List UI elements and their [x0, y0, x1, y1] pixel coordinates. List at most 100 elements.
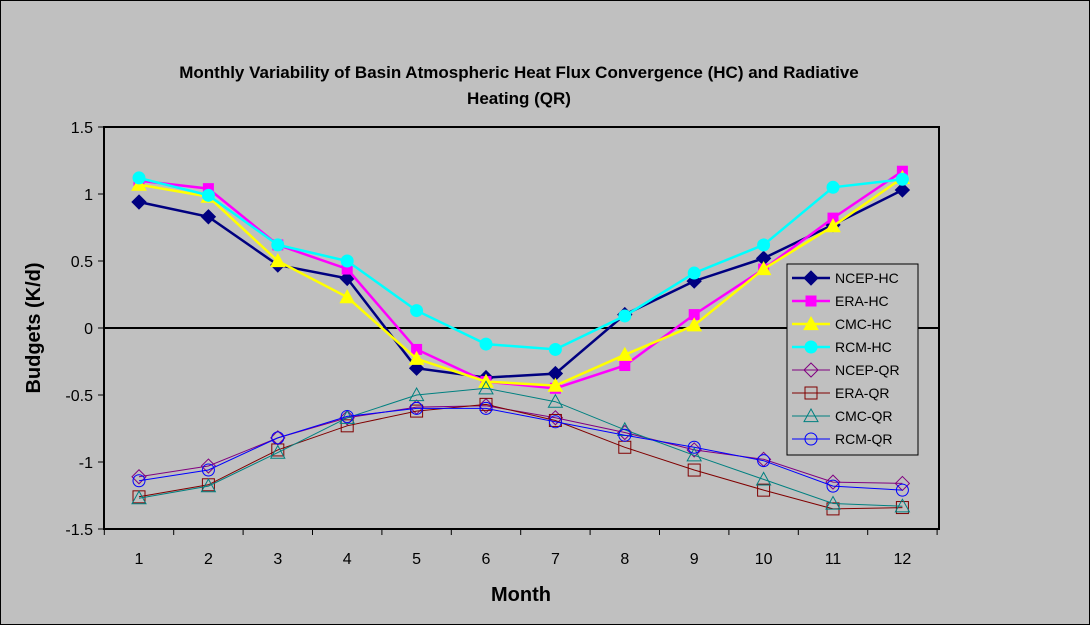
data-point [200, 458, 217, 474]
x-tick-label: 9 [690, 551, 699, 568]
legend-label: NCEP-QR [835, 362, 900, 378]
data-point [478, 398, 494, 414]
legend-label: CMC-HC [835, 316, 892, 332]
data-point [617, 424, 633, 441]
data-point [131, 490, 147, 505]
x-tick-label: 2 [204, 551, 213, 568]
data-point [757, 483, 771, 497]
x-tick-label: 11 [825, 551, 842, 568]
data-point [340, 254, 354, 268]
data-point [687, 440, 701, 454]
data-point [618, 428, 632, 442]
data-point [410, 304, 424, 318]
legend-item: NCEP-QR [792, 362, 900, 378]
data-point [895, 483, 909, 497]
y-axis-title: Budgets (K/d) [23, 262, 45, 393]
series-line [138, 176, 904, 387]
y-tick-label: -1.5 [65, 522, 93, 539]
series-line [138, 188, 903, 379]
x-tick-label: 8 [620, 551, 629, 568]
legend-item: ERA-QR [792, 385, 889, 401]
series-line [138, 403, 903, 510]
data-point [825, 474, 841, 490]
data-point [757, 238, 771, 252]
x-tick-label: 7 [551, 551, 560, 568]
legend-label: ERA-HC [835, 293, 889, 309]
legend-item: CMC-QR [792, 407, 893, 424]
x-tick-label: 12 [894, 551, 912, 568]
legend-swatch-marker [803, 315, 819, 331]
data-point [616, 346, 633, 361]
legend-item: RCM-QR [792, 431, 893, 447]
data-point [132, 171, 146, 185]
y-tick-label: 0 [84, 321, 93, 338]
data-point [757, 454, 771, 468]
data-point [894, 498, 911, 513]
data-point [548, 415, 562, 429]
data-point [547, 377, 564, 392]
y-tick-label: -1 [79, 455, 93, 472]
data-point [271, 431, 285, 445]
data-point [131, 469, 147, 485]
data-point [201, 463, 215, 477]
data-point [132, 474, 146, 488]
series-line [138, 387, 903, 507]
data-point [826, 180, 840, 194]
data-point [755, 261, 772, 276]
data-point [339, 289, 356, 304]
data-point [269, 252, 286, 268]
data-point [548, 342, 562, 356]
y-axis-ticks: 1.5 1 0.5 0 -0.5 -1 -1.5 [65, 120, 104, 539]
data-point [895, 501, 909, 515]
data-point [686, 442, 702, 458]
data-point [200, 209, 217, 225]
data-point [895, 172, 909, 186]
data-point [479, 337, 493, 351]
data-point [618, 309, 632, 323]
legend-swatch-marker [804, 432, 818, 446]
x-axis-ticks: 1 2 3 4 5 6 7 8 9 10 11 12 [103, 529, 938, 568]
chart-title-line-2: Heating (QR) [467, 89, 571, 108]
data-point [340, 419, 354, 433]
legend-swatch-marker [804, 340, 818, 354]
data-point [410, 404, 424, 418]
legend-label: RCM-HC [835, 339, 892, 355]
data-point [479, 397, 493, 411]
data-point [894, 475, 911, 492]
legend-box [786, 263, 919, 456]
data-point [686, 447, 703, 462]
legend-swatch-marker [803, 270, 819, 286]
y-tick-label: 1.5 [71, 120, 93, 137]
legend-label: NCEP-HC [835, 270, 899, 286]
legend-item: ERA-HC [792, 293, 889, 309]
data-point [271, 238, 285, 252]
data-point [408, 350, 425, 365]
y-tick-label: -0.5 [65, 388, 93, 405]
data-point [201, 188, 215, 202]
data-point [408, 386, 425, 402]
data-point [340, 409, 354, 423]
data-point [479, 401, 493, 415]
legend-item: NCEP-HC [792, 270, 899, 286]
x-axis-title: Month [491, 584, 551, 606]
data-point [687, 463, 701, 477]
legend-swatch-marker [803, 362, 819, 378]
legend: NCEP-HC ERA-HC CMC-HC RCM-HC NCEP-QR ERA-QR CM… [786, 263, 919, 456]
legend-item: CMC-HC [792, 315, 892, 332]
legend-label: CMC-QR [835, 408, 893, 424]
y-tick-label: 0.5 [71, 254, 93, 271]
x-tick-label: 1 [135, 551, 144, 568]
legend-label: ERA-QR [835, 385, 889, 401]
legend-item: RCM-HC [792, 339, 892, 355]
data-point [547, 393, 564, 408]
legend-swatch-marker [803, 407, 819, 423]
series-line [138, 407, 903, 491]
x-tick-label: 5 [412, 551, 421, 568]
x-tick-label: 3 [273, 551, 282, 568]
data-point [825, 495, 841, 510]
legend-swatch-marker [804, 386, 818, 400]
data-point [269, 444, 286, 459]
data-point [825, 218, 841, 233]
legend-label: RCM-QR [835, 431, 893, 447]
